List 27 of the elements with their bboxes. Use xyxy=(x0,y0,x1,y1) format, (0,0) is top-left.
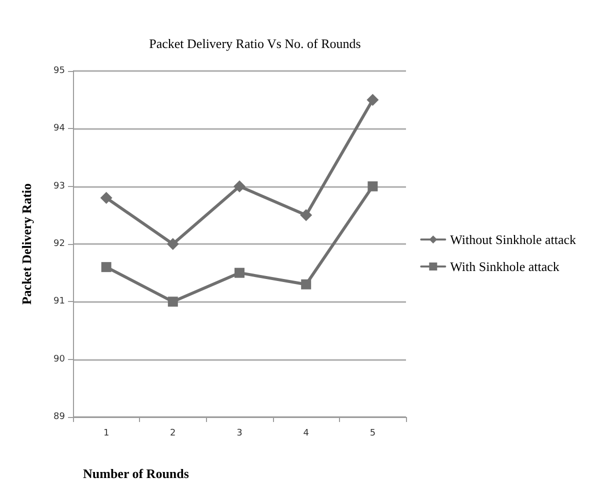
y-tick-label: 92 xyxy=(54,239,65,249)
point xyxy=(168,296,178,307)
point xyxy=(100,192,112,204)
point xyxy=(366,94,379,106)
y-tick-label: 95 xyxy=(54,66,65,76)
x-tick-label: 2 xyxy=(170,428,176,438)
chart-title: Packet Delivery Ratio Vs No. of Rounds xyxy=(149,36,361,51)
y-axis-title: Packet Delivery Ratio xyxy=(19,183,34,305)
y-tick-label: 90 xyxy=(54,354,66,364)
legend-label: Without Sinkhole attack xyxy=(450,232,576,247)
point xyxy=(301,279,312,290)
point xyxy=(368,181,378,192)
y-tick-label: 93 xyxy=(54,181,65,192)
y-tick-label: 94 xyxy=(54,124,66,134)
x-tick-label: 4 xyxy=(303,428,310,438)
point xyxy=(234,268,244,278)
x-tick-label: 5 xyxy=(370,428,376,438)
y-tick-label: 91 xyxy=(54,296,65,307)
y-tick-label: 89 xyxy=(54,412,66,422)
point xyxy=(234,180,246,192)
legend-label: With Sinkhole attack xyxy=(450,259,560,274)
point xyxy=(166,238,179,250)
x-tick-label: 3 xyxy=(236,428,242,438)
point xyxy=(300,209,312,222)
x-tick-label: 1 xyxy=(103,428,110,438)
point xyxy=(101,262,112,272)
x-axis-title: Number of Rounds xyxy=(83,466,189,481)
